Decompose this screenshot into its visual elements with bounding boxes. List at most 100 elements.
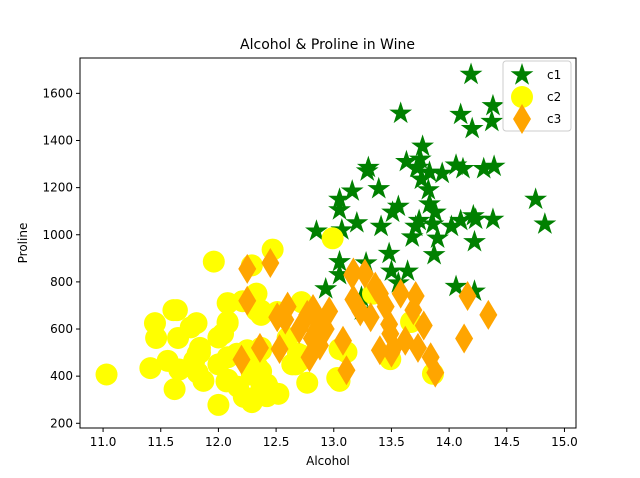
- data-point: [389, 101, 413, 124]
- data-point: [328, 249, 351, 272]
- data-point: [215, 370, 238, 393]
- data-point: [238, 253, 257, 284]
- data-point: [179, 316, 202, 339]
- y-axis: 200 400 600 800 1000 1200 1400 1600: [42, 86, 80, 430]
- data-point: [463, 279, 486, 302]
- x-tick-label: 11.0: [90, 435, 117, 449]
- data-point: [192, 369, 215, 392]
- data-point: [183, 349, 206, 372]
- data-point: [328, 198, 351, 220]
- data-point: [250, 378, 273, 401]
- data-point: [440, 214, 463, 237]
- data-point: [381, 200, 405, 223]
- data-point: [333, 325, 352, 356]
- data-point: [300, 342, 319, 373]
- data-point: [481, 207, 505, 230]
- data-point: [418, 192, 441, 214]
- data-point: [238, 285, 257, 316]
- data-point: [426, 226, 449, 248]
- data-point: [305, 219, 328, 241]
- data-point: [444, 153, 468, 175]
- data-point: [307, 321, 326, 352]
- data-point: [444, 274, 468, 297]
- y-tick-label: 1000: [42, 228, 73, 242]
- data-point: [202, 250, 225, 273]
- data-point: [156, 349, 179, 372]
- data-point: [328, 187, 351, 210]
- data-point: [449, 208, 473, 231]
- data-point: [212, 322, 235, 345]
- data-point: [406, 281, 425, 312]
- data-point: [344, 284, 363, 315]
- data-point: [377, 241, 401, 264]
- data-point: [163, 378, 186, 401]
- x-tick-label: 13.5: [378, 435, 405, 449]
- legend-label: c3: [547, 112, 561, 126]
- data-point: [449, 102, 473, 125]
- x-tick-label: 14.0: [436, 435, 463, 449]
- chart-title: Alcohol & Proline in Wine: [240, 37, 415, 53]
- y-tick-label: 1200: [42, 181, 73, 195]
- x-tick-label: 12.0: [205, 435, 232, 449]
- data-point: [314, 276, 338, 299]
- data-point: [321, 227, 344, 250]
- y-tick-label: 600: [50, 322, 73, 336]
- data-point: [207, 393, 230, 416]
- data-point: [355, 159, 379, 181]
- data-point: [143, 312, 166, 335]
- data-point: [216, 292, 239, 315]
- x-tick-label: 15.0: [551, 435, 578, 449]
- x-tick-label: 13.0: [320, 435, 347, 449]
- data-point: [479, 299, 498, 330]
- data-point: [407, 208, 431, 231]
- x-axis-label: Alcohol: [306, 454, 350, 468]
- data-point: [396, 259, 419, 281]
- data-point: [386, 194, 410, 217]
- legend: c1 c2 c3: [502, 60, 572, 134]
- data-point: [261, 248, 280, 279]
- data-point: [337, 355, 356, 386]
- data-point: [400, 225, 424, 247]
- y-tick-label: 1400: [42, 133, 73, 147]
- data-point: [524, 187, 548, 210]
- x-tick-label: 11.5: [147, 435, 174, 449]
- data-point: [370, 335, 389, 366]
- data-point: [421, 342, 440, 373]
- data-point: [480, 109, 504, 132]
- data-point: [162, 299, 185, 322]
- data-point: [405, 155, 429, 178]
- data-point: [139, 357, 162, 380]
- data-point: [350, 285, 373, 307]
- legend-item-c2: c2: [511, 86, 561, 108]
- y-tick-label: 400: [50, 369, 73, 383]
- data-point: [380, 259, 403, 281]
- data-point: [382, 337, 401, 368]
- plot-points: [95, 62, 557, 416]
- data-point: [430, 161, 454, 184]
- data-point: [344, 257, 363, 288]
- data-point: [411, 134, 434, 157]
- data-point: [345, 210, 369, 233]
- legend-marker: [510, 63, 534, 85]
- legend-label: c2: [547, 90, 561, 104]
- data-point: [472, 156, 496, 179]
- data-point: [395, 149, 418, 172]
- data-point: [367, 176, 391, 199]
- data-point: [459, 62, 483, 85]
- data-point: [461, 203, 485, 226]
- data-point: [408, 332, 427, 363]
- legend-marker: [513, 104, 531, 134]
- x-tick-label: 12.5: [263, 435, 290, 449]
- data-point: [232, 344, 251, 375]
- data-point: [533, 212, 557, 234]
- series-c3: [232, 248, 498, 388]
- data-point: [410, 167, 433, 190]
- data-point: [416, 177, 440, 200]
- legend-item-c1: c1: [510, 63, 561, 85]
- data-point: [296, 371, 319, 394]
- data-point: [386, 271, 410, 293]
- data-point: [418, 160, 441, 183]
- data-point: [391, 278, 410, 309]
- data-point: [330, 218, 354, 240]
- legend-item-c3: c3: [513, 104, 561, 134]
